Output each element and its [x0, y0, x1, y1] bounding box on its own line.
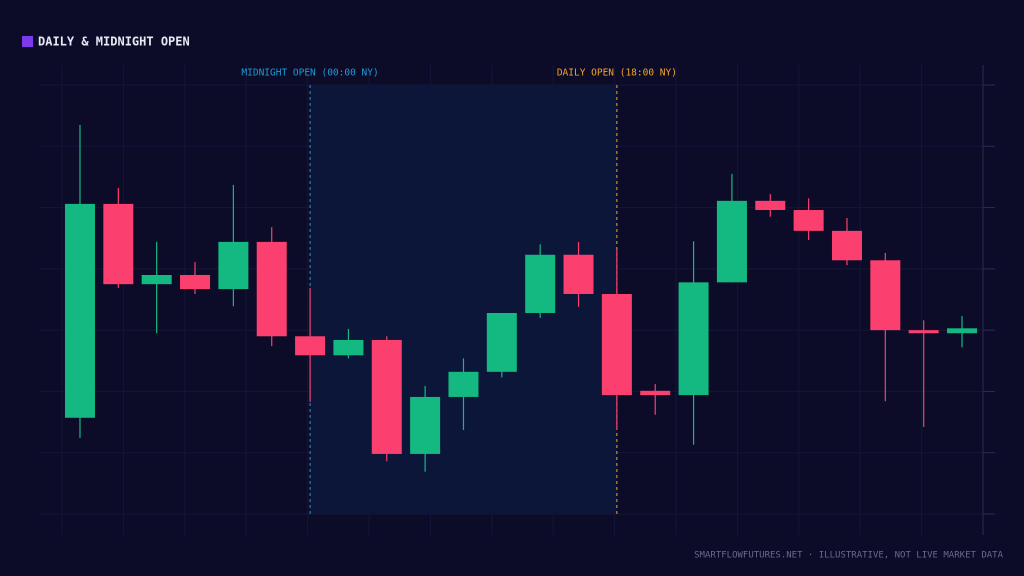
- candle-body: [371, 339, 402, 454]
- title-swatch: [22, 36, 33, 47]
- candle-body: [947, 328, 978, 334]
- candle-body: [180, 274, 211, 290]
- marker-label: DAILY OPEN (18:00 NY): [557, 68, 677, 79]
- candle-body: [908, 330, 939, 334]
- candle-body: [141, 274, 172, 285]
- candle-body: [448, 371, 479, 397]
- chart-title: DAILY & MIDNIGHT OPEN: [38, 35, 190, 49]
- candle-body: [678, 282, 709, 396]
- candle-body: [64, 203, 95, 418]
- candle-body: [601, 293, 632, 396]
- candle-body: [256, 241, 287, 337]
- marker-label: MIDNIGHT OPEN (00:00 NY): [241, 68, 378, 79]
- candle-body: [755, 200, 786, 211]
- session-band: [310, 85, 617, 514]
- candle-body: [525, 254, 556, 313]
- candle-body: [716, 200, 747, 283]
- candle-body: [295, 336, 326, 356]
- candle-body: [793, 210, 824, 231]
- footer: SMARTFLOWFUTURES.NET · ILLUSTRATIVE, NOT…: [694, 551, 1003, 561]
- candle-body: [563, 254, 594, 294]
- candle-body: [410, 396, 441, 454]
- candle-body: [870, 260, 901, 331]
- candle-body: [640, 390, 671, 396]
- candle-body: [831, 230, 862, 261]
- candle-body: [486, 312, 517, 372]
- candle-body: [218, 241, 249, 290]
- candle-body: [103, 203, 134, 285]
- candle-body: [333, 339, 364, 356]
